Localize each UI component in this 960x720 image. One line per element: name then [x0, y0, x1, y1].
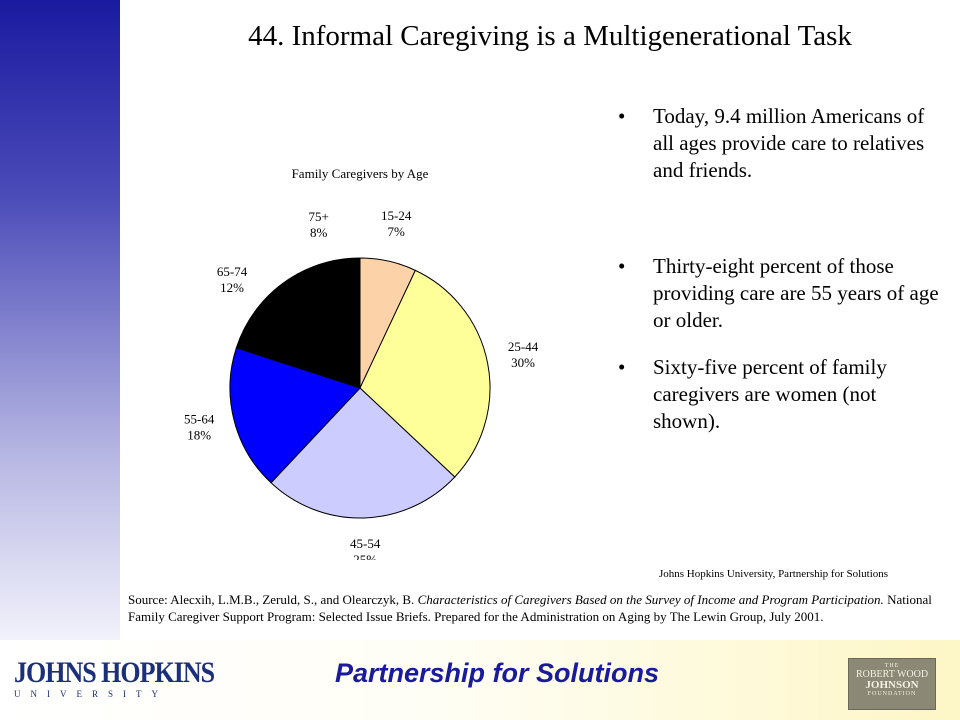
pie-label-value: 25%: [353, 552, 377, 560]
rwj-line1: THE: [884, 663, 900, 669]
pie-slice-45-54: [270, 387, 456, 519]
rwj-line2: ROBERT WOOD: [855, 669, 929, 680]
pie-label-15-24: 15-24 7%: [381, 208, 412, 239]
pie-label-category: 45-54: [350, 536, 381, 551]
pie-label-category: 65-74: [217, 264, 248, 279]
rwj-line4: FOUNDATION: [867, 691, 917, 697]
pie-label-value: 30%: [511, 355, 535, 370]
pie-label-value: 12%: [220, 280, 244, 295]
bullet-dot: •: [618, 254, 626, 278]
pie-label-category: 15-24: [381, 208, 412, 223]
pie-slice-75+: [296, 257, 361, 389]
pie-slice-55-64: [229, 347, 361, 484]
bullet-dot: •: [618, 104, 626, 128]
pie-label-value: 7%: [388, 224, 406, 239]
slide-title: 44. Informal Caregiving is a Multigenera…: [120, 20, 960, 53]
bullet-text: Thirty-eight percent of those providing …: [653, 254, 939, 332]
pie-slice-25-44: [359, 269, 491, 478]
slide-title-text: 44. Informal Caregiving is a Multigenera…: [248, 20, 852, 52]
sidebar-gradient: [0, 0, 120, 640]
attribution: Johns Hopkins University, Partnership fo…: [659, 568, 889, 580]
footer-tagline: Partnership for Solutions: [335, 658, 660, 688]
jh-logo-name: JOHNS HOPKINS: [14, 655, 215, 690]
pie-labels: 15-24 7% 25-44 30% 45-54 25% 55-64 18% 65-74 12% 7…: [184, 208, 539, 560]
pie-label-55-64: 55-64 18%: [184, 411, 215, 442]
jh-logo-sub: UNIVERSITY: [14, 689, 168, 699]
pie-label-category: 75+: [309, 209, 329, 224]
pie-label-value: 18%: [187, 427, 211, 442]
source-text-1: Source: Alecxih, L.M.B., Zeruld, S., and…: [128, 592, 418, 607]
pie-label-25-44: 25-44 30%: [508, 339, 539, 370]
rwj-foundation-logo: THE ROBERT WOOD JOHNSON FOUNDATION: [848, 658, 936, 710]
bullet-dot: •: [618, 355, 626, 379]
pie-label-45-54: 45-54 25%: [350, 536, 381, 560]
johns-hopkins-logo: JOHNS HOPKINS UNIVERSITY: [14, 655, 215, 699]
source-citation: Source: Alecxih, L.M.B., Zeruld, S., and…: [128, 591, 948, 625]
chart-title: Family Caregivers by Age: [292, 166, 429, 181]
source-text-italic: Characteristics of Caregivers Based on t…: [417, 592, 884, 607]
pie-label-75+: 75+ 8%: [309, 209, 329, 240]
pie-chart: Family Caregivers by Age 15-24 7% 25-44 30%…: [184, 166, 539, 560]
footer-band: JOHNS HOPKINS UNIVERSITY Partnership for…: [0, 640, 960, 720]
source-text-2: National Family Caregiver Support Progra…: [128, 592, 932, 624]
rwj-line3: JOHNSON: [865, 679, 919, 691]
pie-label-65-74: 65-74 12%: [217, 264, 248, 295]
pie-slices: [229, 257, 491, 519]
pie-label-category: 25-44: [508, 339, 539, 354]
pie-label-value: 8%: [310, 225, 328, 240]
bullet-text: Today, 9.4 million Americans of all ages…: [653, 104, 925, 182]
bullet-text: Sixty-five percent of family caregivers …: [653, 355, 887, 433]
pie-label-category: 55-64: [184, 411, 215, 426]
pie-slice-65-74: [235, 273, 362, 389]
